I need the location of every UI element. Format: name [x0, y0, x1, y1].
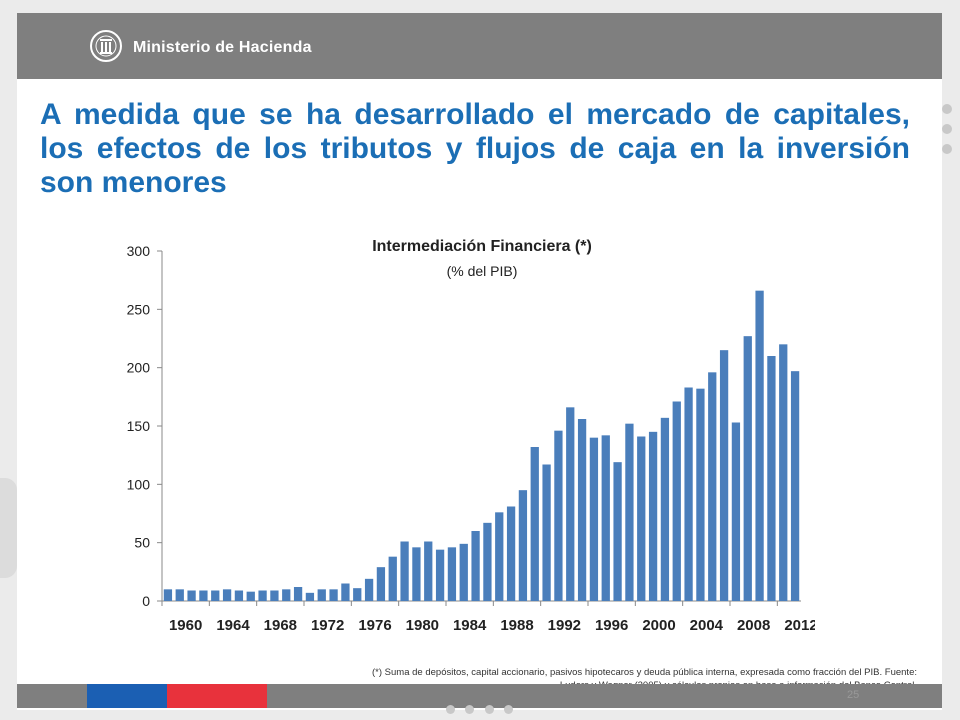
bar-1991 — [530, 447, 539, 601]
bar-1981 — [412, 547, 421, 601]
bar-1969 — [270, 590, 279, 601]
x-tick-label: 1960 — [169, 617, 202, 634]
bar-1992 — [542, 464, 551, 601]
bar-2002 — [660, 417, 670, 601]
x-tick-label: 1976 — [358, 617, 391, 634]
bar-1972 — [305, 592, 315, 601]
bar-2006 — [708, 372, 717, 601]
bar-1968 — [258, 590, 267, 601]
dot-icon — [446, 705, 455, 714]
dot-icon — [484, 705, 494, 714]
bar-chart: 0 50 100 150 200 250 300 1960 1964 1968 1972 1976 19… — [127, 243, 815, 634]
bar-1983 — [435, 549, 445, 601]
x-tick-label: 1996 — [595, 617, 628, 634]
y-tick-label: 50 — [134, 535, 150, 551]
bar-1987 — [483, 522, 492, 601]
bar-1962 — [187, 590, 196, 601]
bar-2004 — [684, 387, 693, 601]
side-tab-decoration — [0, 478, 17, 578]
bar-1980 — [400, 541, 409, 601]
y-tick-label: 250 — [127, 301, 151, 317]
bar-2005 — [696, 388, 705, 601]
dot-icon — [504, 705, 514, 714]
dot-icon — [465, 705, 475, 714]
bar-1986 — [471, 531, 480, 601]
x-tick-label: 1988 — [500, 617, 533, 634]
bar-1993 — [554, 430, 563, 601]
x-tick-label: 2004 — [690, 617, 724, 634]
bar-1978 — [376, 567, 386, 601]
y-tick-label: 150 — [127, 418, 151, 434]
bar-1988 — [495, 512, 504, 601]
footer-stripe-red — [167, 684, 267, 708]
bar-1976 — [353, 588, 362, 601]
bar-1984 — [447, 547, 457, 601]
x-tick-label: 1984 — [453, 617, 487, 634]
y-tick-label: 100 — [127, 476, 151, 492]
x-tick-label: 1968 — [264, 617, 297, 634]
bar-1999 — [625, 423, 634, 601]
bar-1998 — [613, 462, 622, 601]
footer-stripe-blue — [87, 684, 167, 708]
bar-1960 — [163, 589, 173, 601]
bar-2009 — [743, 336, 752, 601]
page-number: 25 — [847, 689, 860, 701]
bar-1971 — [293, 587, 303, 601]
decorative-dots-bottom — [446, 701, 519, 719]
bar-2001 — [648, 431, 658, 601]
x-tick-label: 1980 — [406, 617, 439, 634]
bar-2000 — [637, 436, 646, 601]
decorative-dots-right — [942, 104, 954, 164]
header-band: Ministerio de Hacienda — [17, 13, 942, 79]
ministry-name: Ministerio de Hacienda — [133, 39, 312, 56]
dot-icon — [942, 124, 952, 134]
bar-1990 — [518, 490, 528, 601]
dot-icon — [942, 104, 952, 114]
bar-1997 — [601, 435, 610, 601]
x-tick-label: 1992 — [548, 617, 581, 634]
bar-2013 — [790, 371, 800, 601]
bar-1979 — [388, 556, 397, 601]
bar-1995 — [577, 419, 587, 601]
bar-1975 — [341, 583, 350, 601]
ministerio-hacienda-crest-icon — [90, 30, 122, 62]
x-tick-label: 1972 — [311, 617, 344, 634]
bar-1977 — [364, 578, 374, 601]
bar-2010 — [755, 290, 764, 601]
x-tick-label: 2008 — [737, 617, 770, 634]
bar-1989 — [506, 506, 516, 601]
dot-icon — [942, 144, 952, 154]
bar-1982 — [424, 541, 433, 601]
bar-2007 — [719, 350, 729, 601]
x-tick-label: 2012 — [784, 617, 815, 634]
bar-1996 — [589, 437, 599, 601]
bar-1961 — [175, 589, 184, 601]
bar-2008 — [731, 422, 741, 601]
y-tick-label: 200 — [127, 360, 151, 376]
chart-title: Intermediación Financiera (*) — [372, 238, 592, 255]
bar-1973 — [317, 589, 326, 601]
bar-1967 — [246, 591, 255, 601]
bar-2003 — [672, 401, 681, 601]
bar-1994 — [566, 407, 575, 601]
bar-1985 — [459, 543, 468, 601]
bar-1965 — [222, 589, 232, 601]
bar-1966 — [234, 590, 244, 601]
bar-1963 — [199, 590, 208, 601]
bar-2011 — [767, 356, 776, 601]
slide-title: A medida que se ha desarrollado el merca… — [40, 98, 910, 199]
y-tick-label: 300 — [127, 243, 151, 259]
chart-subtitle: (% del PIB) — [446, 263, 518, 279]
x-tick-label: 1964 — [216, 617, 250, 634]
y-tick-label: 0 — [142, 593, 150, 609]
bar-1964 — [211, 590, 220, 601]
bar-1970 — [282, 589, 291, 601]
bar-1974 — [329, 589, 338, 601]
bar-2012 — [779, 344, 788, 601]
x-tick-label: 2000 — [642, 617, 675, 634]
